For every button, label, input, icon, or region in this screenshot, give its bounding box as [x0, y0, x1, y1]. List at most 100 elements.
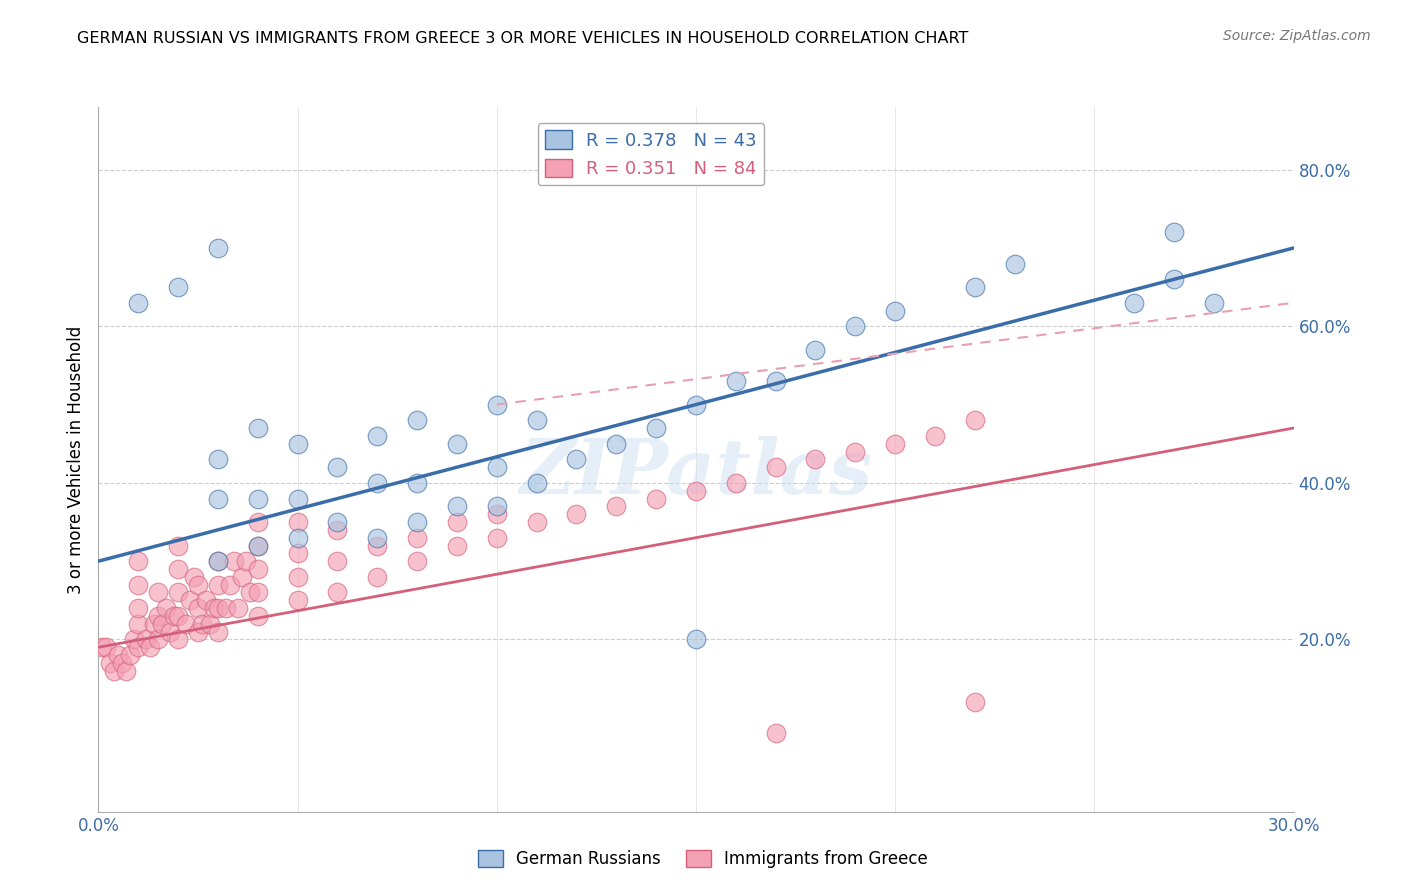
Point: [246, 562, 269, 576]
Point: [724, 374, 747, 388]
Point: [187, 577, 209, 591]
Point: [406, 554, 429, 568]
Text: ZIPatlas: ZIPatlas: [519, 436, 873, 510]
Point: [124, 632, 146, 647]
Point: [207, 624, 229, 639]
Point: [207, 241, 229, 255]
Point: [207, 452, 229, 467]
Point: [222, 554, 245, 568]
Point: [485, 507, 508, 521]
Point: [366, 475, 388, 490]
Point: [148, 585, 170, 599]
Point: [191, 616, 214, 631]
Point: [127, 640, 149, 655]
Point: [143, 616, 166, 631]
Point: [924, 429, 946, 443]
Point: [406, 413, 429, 427]
Point: [207, 554, 229, 568]
Point: [246, 491, 269, 506]
Point: [287, 593, 309, 607]
Point: [685, 483, 707, 498]
Point: [139, 640, 162, 655]
Point: [167, 609, 190, 624]
Point: [565, 452, 588, 467]
Point: [1163, 225, 1185, 239]
Point: [287, 491, 309, 506]
Point: [246, 609, 269, 624]
Point: [605, 436, 627, 450]
Point: [526, 475, 548, 490]
Point: [565, 507, 588, 521]
Point: [963, 280, 986, 294]
Point: [187, 601, 209, 615]
Point: [765, 374, 787, 388]
Point: [287, 546, 309, 560]
Y-axis label: 3 or more Vehicles in Household: 3 or more Vehicles in Household: [66, 326, 84, 593]
Point: [202, 601, 225, 615]
Point: [326, 523, 349, 537]
Point: [148, 632, 170, 647]
Point: [111, 656, 134, 670]
Point: [963, 695, 986, 709]
Point: [246, 585, 269, 599]
Point: [207, 601, 229, 615]
Point: [179, 593, 201, 607]
Point: [485, 500, 508, 514]
Point: [207, 554, 229, 568]
Point: [195, 593, 218, 607]
Point: [1123, 295, 1146, 310]
Point: [215, 601, 238, 615]
Point: [446, 436, 468, 450]
Point: [155, 601, 177, 615]
Point: [246, 539, 269, 553]
Point: [167, 280, 190, 294]
Point: [159, 624, 181, 639]
Point: [98, 656, 122, 670]
Point: [804, 452, 827, 467]
Point: [485, 531, 508, 545]
Point: [287, 531, 309, 545]
Point: [127, 577, 149, 591]
Point: [526, 515, 548, 529]
Point: [167, 632, 190, 647]
Point: [231, 570, 253, 584]
Point: [366, 531, 388, 545]
Point: [844, 444, 866, 458]
Point: [103, 664, 125, 678]
Point: [287, 436, 309, 450]
Text: GERMAN RUSSIAN VS IMMIGRANTS FROM GREECE 3 OR MORE VEHICLES IN HOUSEHOLD CORRELA: GERMAN RUSSIAN VS IMMIGRANTS FROM GREECE…: [77, 31, 969, 46]
Point: [685, 398, 707, 412]
Point: [884, 436, 907, 450]
Point: [235, 554, 257, 568]
Point: [645, 421, 668, 435]
Point: [1004, 257, 1026, 271]
Point: [446, 539, 468, 553]
Point: [287, 570, 309, 584]
Point: [526, 413, 548, 427]
Point: [135, 632, 157, 647]
Point: [765, 460, 787, 475]
Point: [326, 515, 349, 529]
Point: [226, 601, 249, 615]
Point: [685, 632, 707, 647]
Text: Source: ZipAtlas.com: Source: ZipAtlas.com: [1223, 29, 1371, 43]
Point: [287, 515, 309, 529]
Point: [605, 500, 627, 514]
Point: [1163, 272, 1185, 286]
Point: [127, 554, 149, 568]
Point: [366, 429, 388, 443]
Point: [107, 648, 129, 662]
Point: [219, 577, 242, 591]
Point: [96, 640, 118, 655]
Point: [645, 491, 668, 506]
Point: [246, 539, 269, 553]
Point: [127, 295, 149, 310]
Point: [406, 515, 429, 529]
Point: [724, 475, 747, 490]
Point: [366, 539, 388, 553]
Point: [174, 616, 197, 631]
Point: [150, 616, 173, 631]
Point: [207, 491, 229, 506]
Point: [446, 515, 468, 529]
Point: [485, 398, 508, 412]
